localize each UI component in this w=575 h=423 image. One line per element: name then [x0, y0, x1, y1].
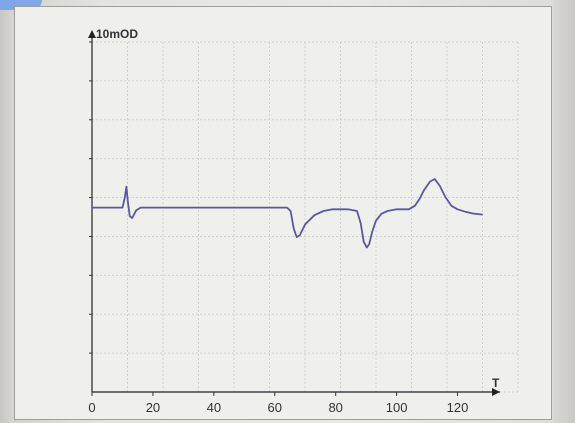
y-axis-label: 10mOD — [96, 27, 138, 41]
x-tick-label: 20 — [146, 400, 160, 415]
x-tick-label: 80 — [328, 400, 342, 415]
x-tick-label: 120 — [447, 400, 469, 415]
x-tick-label: 100 — [386, 400, 408, 415]
left-bezel — [0, 0, 14, 423]
series-line — [91, 178, 483, 249]
x-tick-label: 0 — [88, 400, 95, 415]
right-bezel — [553, 0, 575, 423]
chart-panel — [14, 6, 552, 420]
x-tick-label: 40 — [207, 400, 221, 415]
chart-axes: 0 20 40 60 80 100 120 10mOD T — [88, 27, 500, 415]
y-axis-arrow — [88, 30, 96, 38]
corner-tab — [0, 0, 42, 10]
x-axis-ticks: 0 20 40 60 80 100 120 — [88, 392, 468, 415]
chart-grid — [91, 41, 519, 393]
y-axis-ticks — [89, 41, 92, 354]
x-axis-label: T — [492, 376, 500, 390]
x-axis-arrow — [492, 388, 500, 396]
x-tick-label: 60 — [268, 400, 282, 415]
